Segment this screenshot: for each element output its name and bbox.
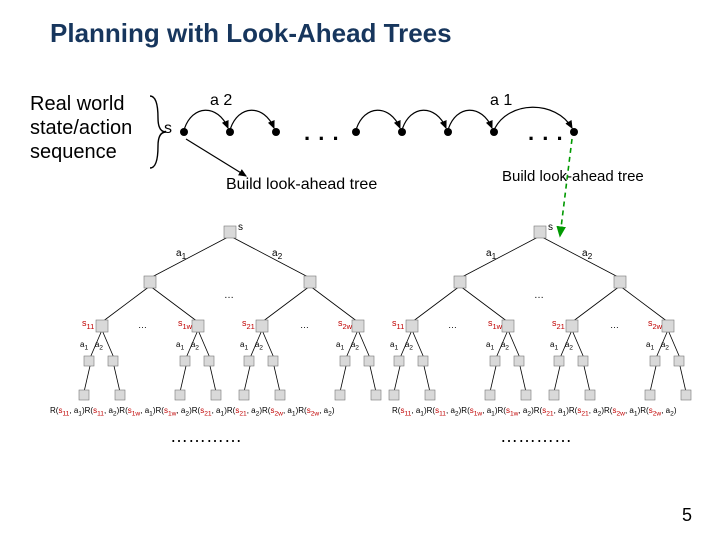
chain-arcs bbox=[184, 107, 572, 130]
big-ell-left: ………… bbox=[170, 426, 242, 447]
tl-ell1: … bbox=[224, 290, 234, 301]
tl-a1: a1 bbox=[176, 248, 186, 261]
tl-s: s bbox=[238, 222, 243, 233]
tr-s2w: s2w bbox=[648, 318, 662, 331]
tr-s21: s21 bbox=[552, 318, 565, 331]
tl-l3: a1 a2 bbox=[176, 340, 199, 352]
callout-solid bbox=[186, 139, 246, 176]
tr-l3: a1 a2 bbox=[550, 340, 573, 352]
svg-layer bbox=[0, 0, 720, 540]
tl-l3: a1 a2 bbox=[80, 340, 103, 352]
tl-a2: a2 bbox=[272, 248, 282, 261]
big-ell-right: ………… bbox=[500, 426, 572, 447]
tree-left-nodes bbox=[79, 226, 381, 400]
tr-s: s bbox=[548, 222, 553, 233]
tr-a1: a1 bbox=[486, 248, 496, 261]
tl-s1w: s1w bbox=[178, 318, 192, 331]
tl-e11: … bbox=[138, 320, 147, 330]
tl-s2w: s2w bbox=[338, 318, 352, 331]
tl-l3: a1 a2 bbox=[336, 340, 359, 352]
rewards-right: R(s11, a1)R(s11, a2)R(s1w, a1)R(s1w, a2)… bbox=[392, 406, 676, 418]
tr-e21: … bbox=[610, 320, 619, 330]
tr-l3: a1 a2 bbox=[390, 340, 413, 352]
tr-e11: … bbox=[448, 320, 457, 330]
tr-s1w: s1w bbox=[488, 318, 502, 331]
bracket bbox=[150, 96, 166, 168]
tl-s21: s21 bbox=[242, 318, 255, 331]
callout-dashed bbox=[560, 139, 572, 236]
tl-s11: s11 bbox=[82, 318, 94, 331]
tr-l3: a1 a2 bbox=[646, 340, 669, 352]
page-number: 5 bbox=[682, 505, 692, 526]
tr-a2: a2 bbox=[582, 248, 592, 261]
tree-right bbox=[394, 236, 686, 392]
tr-l3: a1 a2 bbox=[486, 340, 509, 352]
slide: { "title": { "text": "Planning with Look… bbox=[0, 0, 720, 540]
tr-s11: s11 bbox=[392, 318, 404, 331]
tree-right-nodes bbox=[389, 226, 691, 400]
tl-l3: a1 a2 bbox=[240, 340, 263, 352]
tree-left bbox=[84, 236, 376, 392]
tl-e21: … bbox=[300, 320, 309, 330]
rewards-left: R(s11, a1)R(s11, a2)R(s1w, a1)R(s1w, a2)… bbox=[50, 406, 334, 418]
tr-ell1: … bbox=[534, 290, 544, 301]
